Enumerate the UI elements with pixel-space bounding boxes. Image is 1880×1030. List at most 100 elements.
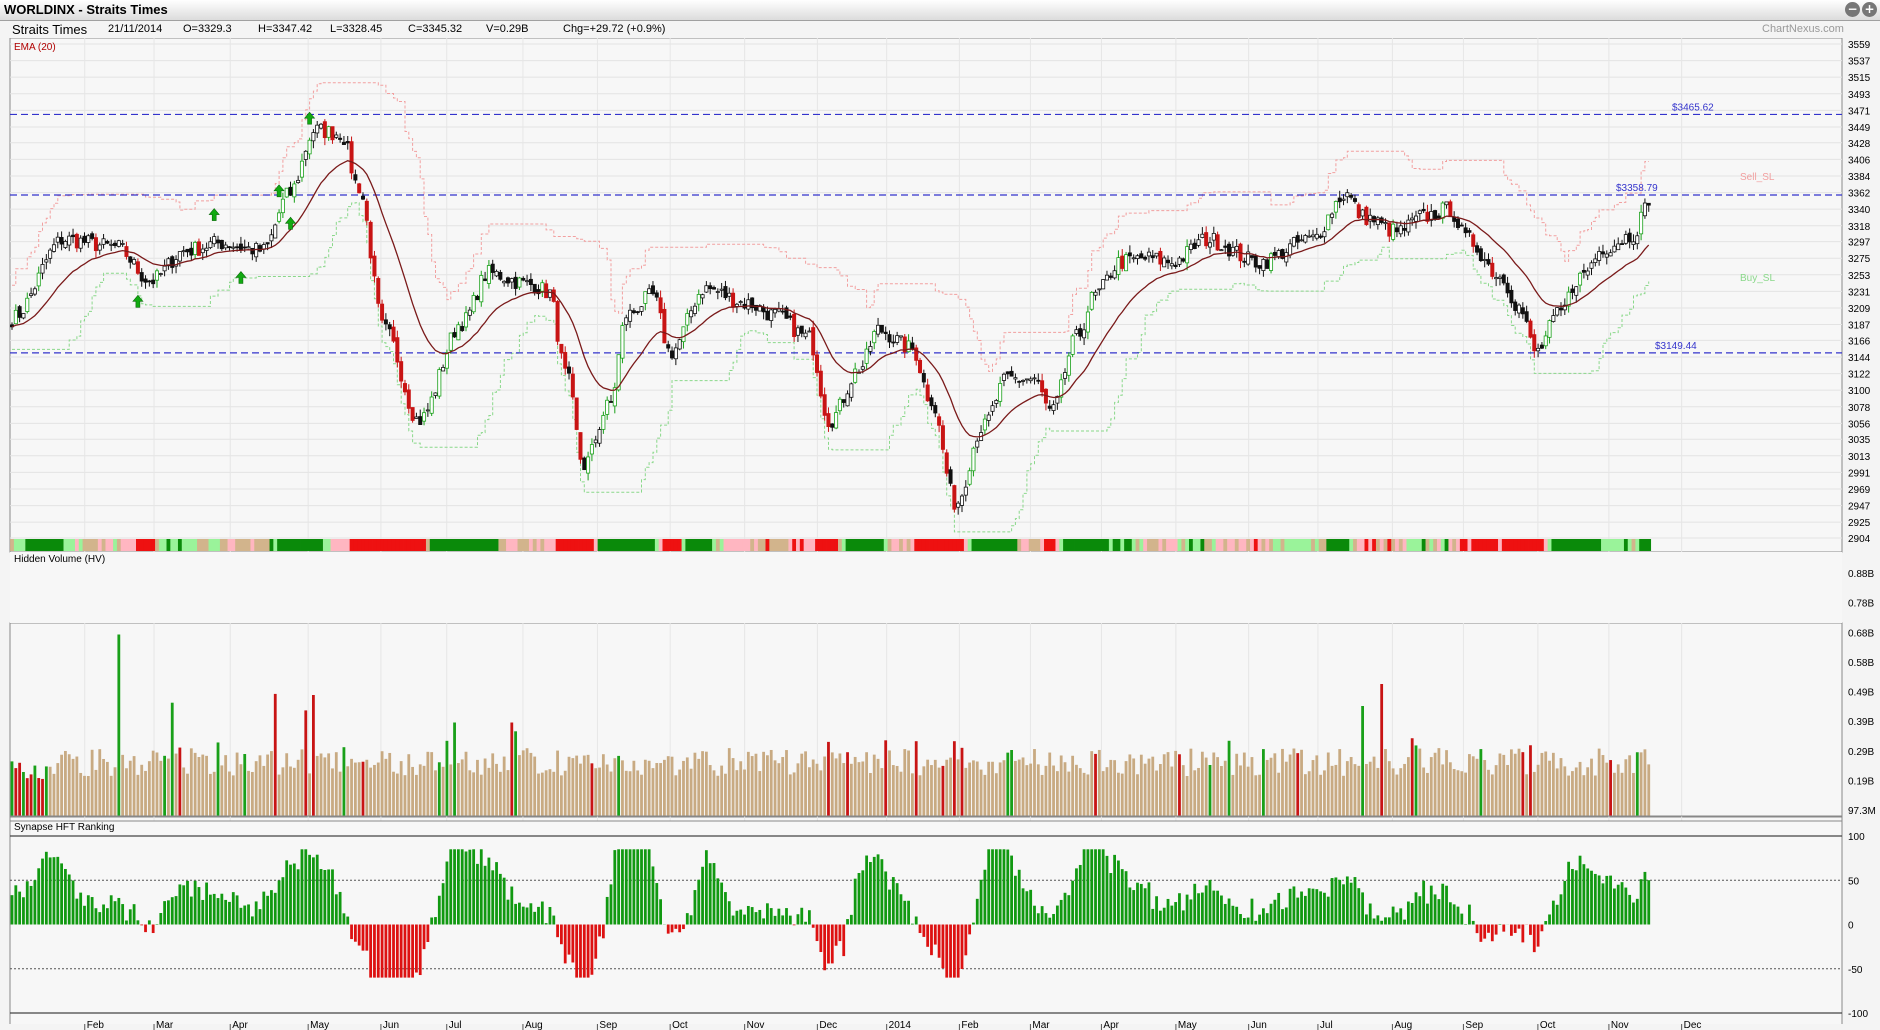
trend-cell bbox=[1299, 539, 1304, 551]
volume-bar bbox=[1181, 765, 1185, 816]
volume-bar bbox=[250, 771, 254, 816]
hft-bar bbox=[1426, 903, 1429, 925]
hft-bar bbox=[1487, 924, 1490, 933]
hft-bar bbox=[682, 924, 685, 930]
candle bbox=[177, 251, 182, 262]
trend-cell bbox=[334, 539, 339, 551]
candle bbox=[1406, 219, 1411, 233]
candle bbox=[311, 132, 316, 142]
volume-bar bbox=[395, 773, 399, 816]
hft-bar bbox=[1342, 884, 1345, 925]
trend-cell bbox=[1440, 539, 1446, 551]
trend-cell bbox=[322, 539, 328, 551]
trend-cell bbox=[708, 539, 713, 551]
candle bbox=[1295, 235, 1300, 243]
hft-bar bbox=[102, 904, 105, 925]
hft-bar bbox=[1262, 908, 1265, 925]
hft-bar bbox=[716, 878, 720, 925]
candle bbox=[731, 292, 736, 308]
candle bbox=[372, 255, 377, 277]
candle bbox=[654, 292, 659, 298]
price-tick-label: 3166 bbox=[1848, 336, 1871, 347]
volume-bar bbox=[1597, 748, 1601, 816]
hft-bar bbox=[228, 901, 231, 925]
hft-bar bbox=[640, 849, 643, 925]
candle bbox=[483, 278, 488, 281]
trend-cell bbox=[1501, 539, 1507, 551]
trend-cell bbox=[464, 539, 469, 551]
trend-cell bbox=[975, 539, 980, 551]
hft-bar bbox=[1311, 888, 1315, 925]
volume-bar bbox=[613, 758, 617, 816]
candle bbox=[1475, 245, 1480, 253]
price-tick-label: 3013 bbox=[1848, 452, 1871, 463]
hft-bar bbox=[1143, 888, 1147, 925]
candle bbox=[727, 292, 732, 297]
volume-bar bbox=[365, 759, 369, 816]
candle bbox=[570, 373, 575, 398]
trend-cell bbox=[97, 539, 103, 551]
trend-cell bbox=[570, 539, 576, 551]
hft-bar bbox=[598, 924, 601, 937]
candle bbox=[1471, 234, 1476, 247]
volume-bar bbox=[430, 752, 434, 816]
volume-bar bbox=[1212, 752, 1216, 816]
candle bbox=[1368, 214, 1373, 222]
candle bbox=[67, 235, 72, 246]
hft-bar bbox=[651, 866, 655, 925]
volume-bar bbox=[399, 761, 403, 816]
trend-cell bbox=[1242, 539, 1247, 551]
candle bbox=[1566, 291, 1571, 307]
trend-cell bbox=[830, 539, 835, 551]
volume-bar bbox=[186, 773, 189, 816]
hft-bar bbox=[426, 924, 430, 942]
candle bbox=[246, 246, 251, 249]
hft-bar bbox=[769, 908, 773, 925]
trend-cell bbox=[742, 539, 747, 551]
trend-cell bbox=[63, 539, 68, 551]
candle bbox=[818, 370, 823, 397]
candle bbox=[1383, 222, 1388, 225]
trend-cell bbox=[1108, 539, 1114, 551]
trend-cell bbox=[967, 539, 972, 551]
hft-bar bbox=[1319, 891, 1323, 925]
price-tick-label: 3493 bbox=[1848, 90, 1871, 101]
hft-bar bbox=[613, 850, 617, 925]
hft-bar bbox=[365, 924, 369, 951]
volume-bar bbox=[1582, 775, 1586, 816]
trend-cell bbox=[296, 539, 301, 551]
trend-cell bbox=[1200, 539, 1205, 551]
candle bbox=[353, 174, 358, 181]
candle bbox=[1536, 347, 1541, 352]
volume-bar bbox=[1178, 754, 1181, 816]
stock-chart[interactable]: 3559353735153493347134493428340633843362… bbox=[0, 38, 1880, 1030]
candle bbox=[48, 249, 53, 259]
add-window-icon[interactable]: + bbox=[1862, 2, 1877, 17]
hft-bar bbox=[415, 924, 418, 973]
trend-cell bbox=[86, 539, 91, 551]
candle bbox=[498, 271, 503, 280]
volume-bar bbox=[1365, 763, 1368, 816]
volume-bar bbox=[1429, 757, 1433, 816]
volume-bar bbox=[922, 766, 926, 816]
hft-bar bbox=[880, 859, 884, 925]
volume-bar bbox=[956, 759, 960, 816]
hft-bar bbox=[1258, 914, 1261, 925]
candle bbox=[536, 289, 541, 295]
trend-cell bbox=[1421, 539, 1426, 551]
hft-bar bbox=[144, 924, 147, 933]
volume-bar bbox=[502, 756, 506, 816]
hft-bar bbox=[1082, 849, 1086, 925]
minimize-icon[interactable]: − bbox=[1845, 2, 1860, 17]
hft-bar bbox=[1597, 875, 1601, 925]
trend-cell bbox=[1185, 539, 1190, 551]
candle bbox=[1177, 257, 1182, 265]
trend-cell bbox=[1059, 539, 1064, 551]
candle bbox=[1421, 208, 1426, 212]
candle bbox=[418, 416, 423, 425]
trend-cell bbox=[1055, 539, 1060, 551]
trend-cell bbox=[681, 539, 686, 551]
hft-bar bbox=[1078, 864, 1082, 925]
hft-bar bbox=[258, 909, 262, 925]
volume-bar bbox=[1334, 764, 1338, 816]
